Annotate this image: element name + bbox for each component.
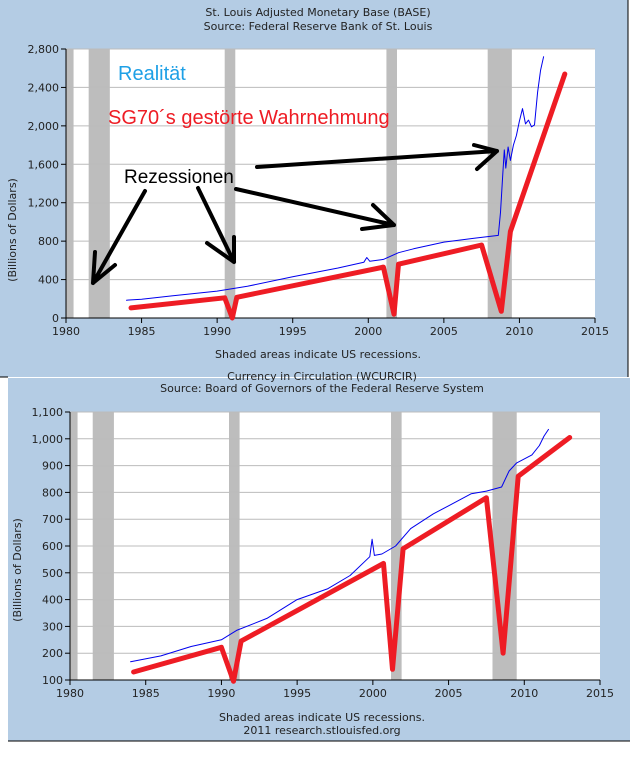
series-line-overlay — [131, 435, 573, 684]
x-tick-label: 1985 — [128, 325, 156, 338]
annotation-realitaet: Realität — [118, 63, 186, 85]
x-tick-label: 2000 — [354, 325, 382, 338]
bottom-footer: Shaded areas indicate US recessions. — [219, 711, 425, 724]
y-tick-label: 1,200 — [28, 197, 60, 210]
y-tick-label: 400 — [38, 274, 59, 287]
bottom-ylabel: (Billions of Dollars) — [11, 518, 24, 622]
x-tick-label: 2005 — [435, 687, 463, 700]
series-line-actual — [130, 428, 549, 663]
top-subtitle: Source: Federal Reserve Bank of St. Loui… — [204, 20, 433, 33]
arrow-1991 — [196, 186, 236, 264]
y-tick-label: 2,400 — [28, 81, 60, 94]
y-tick-label: 1,100 — [32, 406, 64, 419]
x-tick-label: 1985 — [132, 687, 160, 700]
recession-band — [66, 49, 74, 318]
x-tick-label: 1990 — [203, 325, 231, 338]
x-tick-label: 2010 — [505, 325, 533, 338]
series-line-actual — [126, 56, 545, 301]
x-tick-label: 2000 — [359, 687, 387, 700]
arrow-1982 — [91, 189, 147, 285]
arrow-2001 — [234, 187, 396, 231]
top-plot: 0 400 800 1,200 1,600 2,000 2,400 2,800 1980 1985… — [28, 43, 610, 338]
x-tick-label: 2010 — [510, 687, 538, 700]
y-tick-label: 900 — [42, 460, 63, 473]
y-tick-label: 100 — [42, 674, 63, 687]
annotation-sg70: SG70´s gestörte Wahrnehmung — [108, 107, 390, 129]
y-tick-label: 200 — [42, 647, 63, 660]
recession-band — [224, 49, 236, 318]
y-tick-label: 2,000 — [28, 120, 60, 133]
x-tick-label: 1990 — [207, 687, 235, 700]
y-tick-label: 500 — [42, 567, 63, 580]
y-tick-label: 1,600 — [28, 158, 60, 171]
bottom-title: Currency in Circulation (WCURCIR) — [227, 370, 417, 383]
top-ylabel: (Billions of Dollars) — [6, 178, 19, 282]
top-title: St. Louis Adjusted Monetary Base (BASE) — [205, 6, 430, 19]
x-tick-label: 1980 — [52, 325, 80, 338]
top-footer: Shaded areas indicate US recessions. — [215, 348, 421, 361]
y-tick-label: 300 — [42, 620, 63, 633]
bottom-footer-source: 2011 research.stlouisfed.org — [243, 724, 400, 737]
x-tick-label: 1980 — [56, 687, 84, 700]
y-tick-label: 700 — [42, 513, 63, 526]
recession-band — [386, 49, 398, 318]
bottom-subtitle: Source: Board of Governors of the Federa… — [160, 382, 484, 395]
x-tick-label: 2015 — [581, 325, 609, 338]
x-tick-label: 1995 — [283, 687, 311, 700]
series-line-overlay — [128, 71, 568, 321]
recession-arrows — [91, 143, 499, 285]
arrow-2009 — [255, 143, 499, 171]
y-tick-label: 2,800 — [28, 43, 60, 56]
y-tick-label: 800 — [38, 235, 59, 248]
y-tick-label: 0 — [52, 312, 59, 325]
y-tick-label: 800 — [42, 486, 63, 499]
y-tick-label: 400 — [42, 594, 63, 607]
annotation-rezessionen: Rezessionen — [124, 167, 234, 188]
x-tick-label: 2005 — [430, 325, 458, 338]
x-tick-label: 1995 — [279, 325, 307, 338]
x-tick-label: 2015 — [586, 687, 614, 700]
bottom-plot: 100 200 300 400 500 600 700 800 900 1,000 1,100 198… — [32, 406, 615, 700]
y-tick-label: 600 — [42, 540, 63, 553]
y-tick-label: 1,000 — [32, 433, 64, 446]
